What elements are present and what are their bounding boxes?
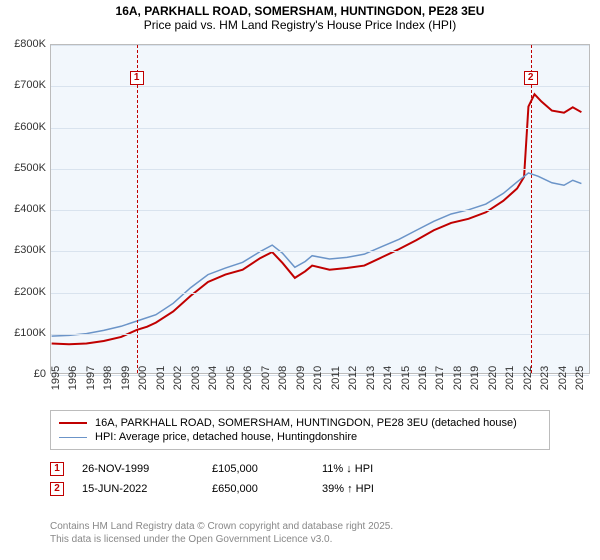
series-price_paid	[52, 94, 582, 344]
x-tick-label: 2004	[207, 366, 219, 390]
x-tick-label: 1997	[85, 366, 97, 390]
x-tick-label: 2010	[312, 366, 324, 390]
x-tick-label: 2002	[172, 366, 184, 390]
x-tick-label: 2013	[365, 366, 377, 390]
x-tick-label: 2018	[452, 366, 464, 390]
y-tick-label: £100K	[14, 327, 46, 339]
x-tick-label: 2016	[417, 366, 429, 390]
x-tick-label: 2017	[434, 366, 446, 390]
gridline-h	[51, 334, 589, 335]
legend-label: 16A, PARKHALL ROAD, SOMERSHAM, HUNTINGDO…	[95, 417, 517, 429]
line-series	[51, 45, 589, 373]
x-tick-label: 2000	[137, 366, 149, 390]
y-tick-label: £300K	[14, 244, 46, 256]
x-tick-label: 2014	[382, 366, 394, 390]
x-tick-label: 1995	[50, 366, 62, 390]
legend-swatch	[59, 422, 87, 424]
gridline-h	[51, 128, 589, 129]
title-line2: Price paid vs. HM Land Registry's House …	[0, 18, 600, 32]
x-tick-label: 2023	[539, 366, 551, 390]
x-tick-label: 1998	[102, 366, 114, 390]
y-tick-label: £800K	[14, 38, 46, 50]
sale-row: 1 26-NOV-1999£105,00011% ↓ HPI	[50, 462, 550, 476]
x-tick-label: 2020	[487, 366, 499, 390]
x-tick-label: 2008	[277, 366, 289, 390]
x-tick-label: 2006	[242, 366, 254, 390]
legend: 16A, PARKHALL ROAD, SOMERSHAM, HUNTINGDO…	[50, 410, 550, 450]
x-tick-label: 1999	[120, 366, 132, 390]
legend-swatch	[59, 437, 87, 438]
x-tick-label: 2025	[574, 366, 586, 390]
footer-attribution: Contains HM Land Registry data © Crown c…	[50, 520, 393, 546]
sale-row: 2 15-JUN-2022£650,00039% ↑ HPI	[50, 482, 550, 496]
gridline-h	[51, 293, 589, 294]
x-tick-label: 2001	[155, 366, 167, 390]
sale-marker-box: 2	[524, 71, 538, 85]
gridline-h	[51, 45, 589, 46]
series-hpi	[52, 173, 582, 336]
legend-row: 16A, PARKHALL ROAD, SOMERSHAM, HUNTINGDO…	[59, 417, 541, 429]
x-tick-label: 2003	[190, 366, 202, 390]
sale-marker-box: 1	[130, 71, 144, 85]
footer-line1: Contains HM Land Registry data © Crown c…	[50, 520, 393, 533]
y-tick-label: £600K	[14, 121, 46, 133]
x-tick-label: 2005	[225, 366, 237, 390]
sale-delta: 39% ↑ HPI	[322, 483, 442, 495]
y-tick-label: £0	[34, 368, 46, 380]
sale-marker-line	[531, 45, 532, 373]
y-tick-label: £700K	[14, 79, 46, 91]
sale-marker-line	[137, 45, 138, 373]
gridline-h	[51, 210, 589, 211]
sale-price: £650,000	[212, 483, 322, 495]
sale-row-marker: 1	[50, 462, 64, 476]
gridline-h	[51, 251, 589, 252]
y-tick-label: £500K	[14, 162, 46, 174]
chart-title: 16A, PARKHALL ROAD, SOMERSHAM, HUNTINGDO…	[0, 0, 600, 34]
sale-date: 15-JUN-2022	[82, 483, 212, 495]
plot-area: 12	[50, 44, 590, 374]
footer-line2: This data is licensed under the Open Gov…	[50, 533, 393, 546]
x-tick-label: 2012	[347, 366, 359, 390]
legend-label: HPI: Average price, detached house, Hunt…	[95, 431, 357, 443]
x-tick-label: 2024	[557, 366, 569, 390]
x-tick-label: 2007	[260, 366, 272, 390]
sale-row-marker: 2	[50, 482, 64, 496]
y-tick-label: £400K	[14, 203, 46, 215]
sale-records: 1 26-NOV-1999£105,00011% ↓ HPI 2 15-JUN-202…	[50, 456, 550, 502]
gridline-h	[51, 169, 589, 170]
y-tick-label: £200K	[14, 286, 46, 298]
sale-delta: 11% ↓ HPI	[322, 463, 442, 475]
title-line1: 16A, PARKHALL ROAD, SOMERSHAM, HUNTINGDO…	[0, 4, 600, 18]
x-tick-label: 2022	[522, 366, 534, 390]
x-tick-label: 2009	[295, 366, 307, 390]
x-tick-label: 2011	[330, 366, 342, 390]
sale-price: £105,000	[212, 463, 322, 475]
x-tick-label: 2021	[504, 366, 516, 390]
x-tick-label: 2019	[469, 366, 481, 390]
sale-date: 26-NOV-1999	[82, 463, 212, 475]
chart: 12 £0£100K£200K£300K£400K£500K£600K£700K…	[6, 44, 594, 404]
legend-row: HPI: Average price, detached house, Hunt…	[59, 431, 541, 443]
gridline-h	[51, 86, 589, 87]
x-tick-label: 2015	[400, 366, 412, 390]
x-tick-label: 1996	[67, 366, 79, 390]
